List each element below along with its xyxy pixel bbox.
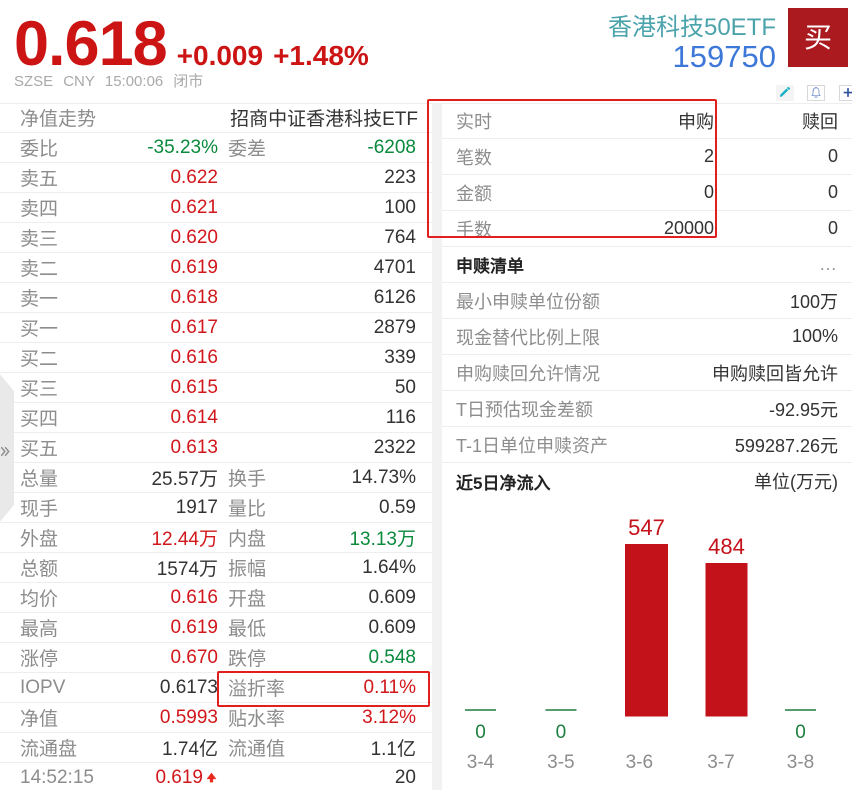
svg-text:3-5: 3-5 (547, 752, 574, 773)
svg-text:3-8: 3-8 (787, 752, 814, 773)
svg-text:547: 547 (628, 515, 665, 540)
svg-text:3-6: 3-6 (626, 752, 653, 773)
svg-text:0: 0 (556, 722, 567, 743)
svg-text:3-7: 3-7 (707, 752, 734, 773)
svg-text:0: 0 (475, 722, 486, 743)
svg-text:484: 484 (708, 534, 745, 559)
svg-text:3-4: 3-4 (467, 752, 495, 773)
svg-text:0: 0 (795, 722, 806, 743)
